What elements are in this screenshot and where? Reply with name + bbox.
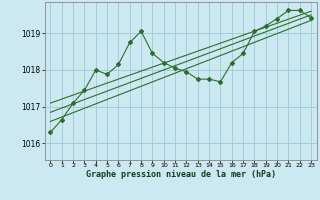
X-axis label: Graphe pression niveau de la mer (hPa): Graphe pression niveau de la mer (hPa) — [86, 170, 276, 179]
